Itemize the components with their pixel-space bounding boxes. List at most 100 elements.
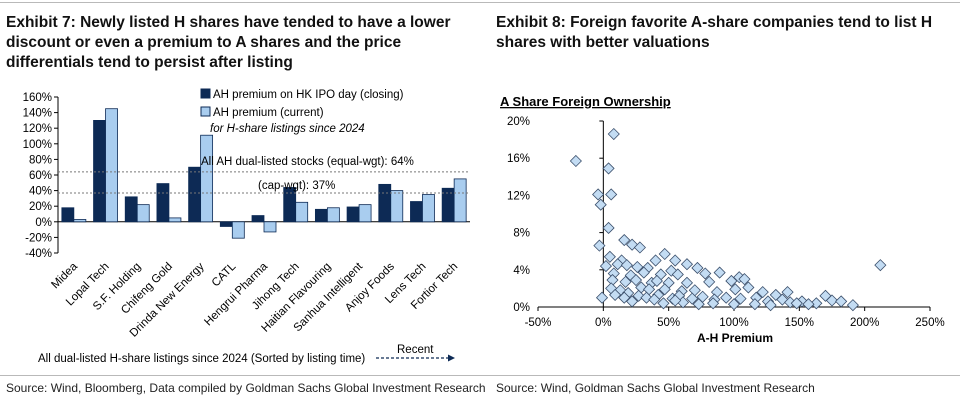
scatter-chart-x-axis-title: A-H Premium xyxy=(697,331,773,345)
legend-swatch-current xyxy=(200,106,211,117)
scatter-point-51 xyxy=(742,281,755,294)
scatter-point-29 xyxy=(671,268,684,281)
scatter-point-2 xyxy=(602,162,615,175)
exhibit-8-source: Source: Wind, Goldman Sachs Global Inves… xyxy=(496,381,815,395)
scatter-point-81 xyxy=(790,297,803,310)
scatter-point-89 xyxy=(648,293,661,306)
bar-hengrui-pharma-ipo-day xyxy=(251,215,265,223)
scatter-x-tick-label: 0% xyxy=(595,317,612,329)
scatter-chart-title: A Share Foreign Ownership xyxy=(500,94,671,109)
legend-label-ipo-day: AH premium on HK IPO day (closing) xyxy=(213,89,404,101)
bar-hengrui-pharma-current xyxy=(263,221,277,233)
scatter-x-tick-label: 200% xyxy=(850,317,879,329)
top-divider xyxy=(0,2,960,3)
bar-y-tick-label: 20% xyxy=(29,201,52,213)
scatter-point-18 xyxy=(620,259,633,272)
scatter-point-88 xyxy=(618,291,631,304)
bar-drinda-new-energy-current xyxy=(200,134,214,223)
scatter-point-55 xyxy=(609,288,622,301)
bar-chart-legend: AH premium on HK IPO day (closing) AH pr… xyxy=(200,88,404,135)
scatter-y-tick-label: 4% xyxy=(513,265,530,277)
scatter-point-39 xyxy=(703,275,716,288)
scatter-point-90 xyxy=(669,294,682,307)
legend-label-current: AH premium (current) xyxy=(213,107,324,119)
scatter-point-86 xyxy=(692,298,705,311)
scatter-point-14 xyxy=(649,254,662,267)
scatter-point-82 xyxy=(802,298,815,311)
scatter-x-tick-label: 50% xyxy=(657,317,680,329)
scatter-point-23 xyxy=(699,267,712,280)
bar-y-tick-label: -20% xyxy=(25,232,52,244)
scatter-point-30 xyxy=(713,266,726,279)
scatter-point-65 xyxy=(720,291,733,304)
scatter-point-40 xyxy=(725,274,738,288)
bar-anjoy-foods-current xyxy=(390,190,404,223)
scatter-point-3 xyxy=(592,188,605,201)
scatter-point-87 xyxy=(707,297,720,310)
bar-y-tick-label: 140% xyxy=(23,108,52,120)
bar-chart-bars xyxy=(61,108,467,239)
scatter-point-21 xyxy=(680,258,694,271)
bar-chifeng-gold-current xyxy=(168,217,182,223)
scatter-point-72 xyxy=(810,297,823,310)
bar-sanhua-intelligent-current xyxy=(358,204,372,223)
scatter-point-50 xyxy=(729,283,742,296)
bar-catl-current xyxy=(231,221,245,239)
exhibit-8-title: Exhibit 8: Foreign favorite A-share comp… xyxy=(496,14,933,51)
scatter-point-76 xyxy=(846,299,859,312)
scatter-x-tick-label: 150% xyxy=(785,317,814,329)
scatter-y-tick-label: 8% xyxy=(513,228,530,240)
scatter-point-10 xyxy=(633,241,646,254)
scatter-chart-points xyxy=(569,127,887,312)
bar-midea-current xyxy=(73,219,87,223)
scatter-point-80 xyxy=(781,286,794,299)
scatter-point-22 xyxy=(691,261,704,275)
scatter-point-91 xyxy=(874,259,887,272)
bar-chart-x-axis-title: All dual-listed H-share listings since 2… xyxy=(38,353,365,365)
scatter-point-17 xyxy=(611,258,624,271)
recent-arrow-label: Recent xyxy=(397,344,434,356)
scatter-point-66 xyxy=(734,292,747,305)
scatter-point-8 xyxy=(618,233,631,247)
scatter-point-26 xyxy=(637,266,650,279)
scatter-point-84 xyxy=(657,297,670,310)
scatter-point-1 xyxy=(569,154,582,168)
exhibit-8-scatter-chart: A Share Foreign Ownership 0% 4% 8% 12% 16% 20… xyxy=(500,94,945,345)
recent-arrow-head xyxy=(448,354,455,362)
scatter-point-62 xyxy=(686,292,699,305)
scatter-point-7 xyxy=(593,239,606,252)
scatter-y-tick-label: 12% xyxy=(507,190,530,202)
scatter-point-36 xyxy=(650,274,663,288)
scatter-point-79 xyxy=(764,299,777,312)
bar-y-tick-label: 40% xyxy=(29,186,52,198)
legend-swatch-ipo-day xyxy=(200,88,211,99)
scatter-point-4 xyxy=(605,188,618,201)
scatter-point-0 xyxy=(607,127,620,141)
bar-y-tick-label: 160% xyxy=(23,92,52,104)
scatter-point-74 xyxy=(825,294,839,307)
scatter-point-16 xyxy=(599,260,613,273)
reference-line-label-equal-weight: All AH dual-listed stocks (equal-wgt): 6… xyxy=(201,156,414,168)
scatter-point-38 xyxy=(680,276,694,289)
scatter-point-19 xyxy=(631,260,644,274)
scatter-y-tick-label: 16% xyxy=(507,153,530,165)
scatter-x-tick-label: 250% xyxy=(915,317,944,329)
bar-haitian-flavouring-current xyxy=(326,207,340,223)
bar-y-tick-label: 0% xyxy=(35,217,52,229)
scatter-point-54 xyxy=(595,291,609,304)
scatter-point-15 xyxy=(669,254,682,267)
bar-y-tick-label: 80% xyxy=(29,154,52,166)
exhibit-7-title: Exhibit 7: Newly listed H shares have te… xyxy=(6,14,451,71)
scatter-point-52 xyxy=(756,286,769,299)
bar-midea-ipo-day xyxy=(61,207,75,223)
exhibit-7-source: Source: Wind, Bloomberg, Data compiled b… xyxy=(6,381,486,395)
scatter-x-tick-label: 100% xyxy=(719,317,748,329)
legend-note: for H-share listings since 2024 xyxy=(210,123,365,135)
scatter-point-77 xyxy=(727,298,741,311)
scatter-point-6 xyxy=(602,221,615,235)
scatter-y-tick-label: 0% xyxy=(513,302,530,314)
bar-chart-reference-lines xyxy=(58,171,470,194)
bar-lopal-tech-current xyxy=(105,108,118,223)
scatter-point-11 xyxy=(658,247,671,261)
scatter-y-tick-label: 20% xyxy=(507,116,530,128)
